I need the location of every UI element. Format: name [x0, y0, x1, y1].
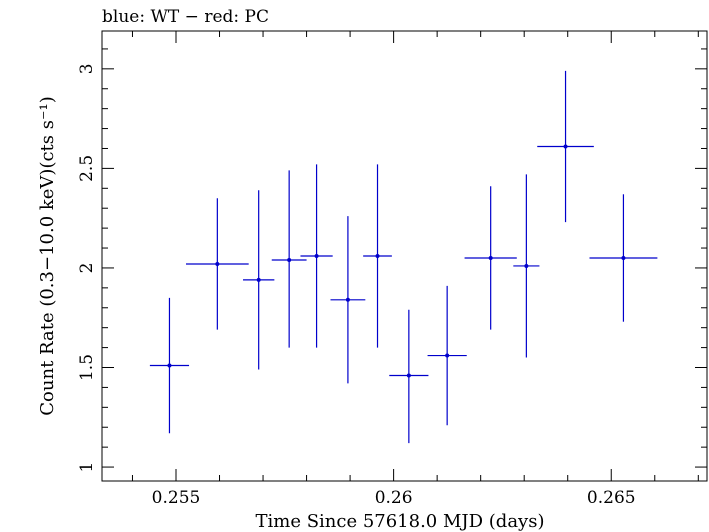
data-points: [149, 70, 658, 444]
point-marker: [621, 255, 626, 260]
x-axis-label: Time Since 57618.0 MJD (days): [255, 511, 544, 532]
y-tick-label: 1.5: [77, 354, 97, 381]
data-point: [271, 170, 307, 348]
point-marker: [167, 363, 172, 368]
y-axis-label: Count Rate (0.3−10.0 keV)(cts s⁻¹): [37, 96, 58, 415]
point-marker: [406, 373, 411, 378]
x-tick-label: 0.265: [587, 488, 636, 508]
y-tick-label: 3: [77, 63, 97, 74]
chart-title: blue: WT − red: PC: [102, 7, 269, 27]
y-tick-label: 2.5: [77, 155, 97, 182]
axis-tick-labels: 0.255 0.26 0.265 1 1.5 2 2.5 3: [77, 63, 636, 508]
data-point: [149, 297, 190, 434]
data-point: [243, 190, 275, 370]
data-point: [389, 309, 429, 444]
y-tick-label: 2: [77, 263, 97, 274]
point-marker: [215, 261, 220, 266]
data-point: [513, 174, 540, 358]
y-tick-label: 1: [77, 462, 97, 473]
data-point: [300, 164, 333, 348]
data-point: [186, 198, 249, 330]
data-point: [363, 164, 392, 348]
data-point: [427, 285, 467, 426]
point-marker: [488, 255, 493, 260]
point-marker: [287, 257, 292, 262]
x-tick-label: 0.26: [375, 488, 413, 508]
data-point: [464, 186, 517, 330]
point-marker: [256, 277, 261, 282]
point-marker: [375, 254, 380, 258]
axis-ticks: [102, 31, 707, 481]
plot-frame: [101, 30, 708, 482]
data-point: [589, 194, 658, 322]
data-point: [537, 70, 594, 223]
point-marker: [524, 263, 529, 268]
data-point: [330, 216, 366, 384]
point-marker: [314, 254, 319, 258]
point-marker: [445, 353, 450, 358]
x-tick-label: 0.255: [152, 488, 201, 508]
point-marker: [563, 144, 568, 149]
point-marker: [345, 297, 350, 302]
